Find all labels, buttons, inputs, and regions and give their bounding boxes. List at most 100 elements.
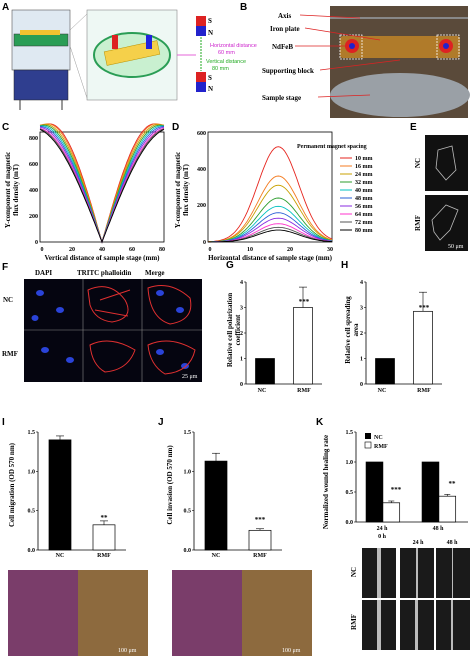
y-tick-label: 3 xyxy=(240,306,243,312)
panel-label-i: I xyxy=(2,417,5,428)
magnet-top-red xyxy=(196,16,206,26)
y-tick-label: 1 xyxy=(360,357,363,363)
d-legend-label: 16 mm xyxy=(355,164,373,170)
d-ytick: 400 xyxy=(197,167,206,173)
panel-label-a: A xyxy=(2,2,9,13)
magnet-s2-label: S xyxy=(208,74,212,82)
d-legend-label: 48 mm xyxy=(355,196,373,202)
d-xtick: 20 xyxy=(287,247,293,253)
k-time-0: 0 h xyxy=(378,534,387,540)
label-iron-plate: Iron plate xyxy=(270,25,300,33)
d-legend-label: 10 mm xyxy=(355,156,373,162)
k-legend-rmf: RMF xyxy=(374,444,388,450)
k-ylabel: Normalized wound healing rate xyxy=(322,435,330,529)
h-chart: 0 1 2 3 4 xyxy=(360,280,442,388)
e-scale: 50 μm xyxy=(448,244,464,250)
panel-e: E NC RMF 50 μm xyxy=(410,122,468,251)
c-ylabel-1: Y-component of magnetic xyxy=(4,152,12,228)
y-tick-label: 0.5 xyxy=(28,509,36,515)
panel-j: J Cell invasion (OD 570 nm) 0.0 0.5 1.0 1.5… xyxy=(158,417,312,656)
panel-i: I Cell migration (OD 570 nm) 0.0 0.5 1.0 1.… xyxy=(2,417,148,656)
y-tick-label: 0.5 xyxy=(346,490,354,496)
h-ylabel-1: Relative cell spreading xyxy=(344,296,352,364)
d-ylabel-2: flux density (mT) xyxy=(182,163,190,215)
bar xyxy=(255,358,275,385)
bar xyxy=(365,461,384,523)
y-tick-label: 0.5 xyxy=(184,509,192,515)
magnet-n2-label: N xyxy=(208,85,213,93)
d-legend-label: 72 mm xyxy=(355,220,373,226)
d-xtick: 10 xyxy=(247,247,253,253)
panel-label-e: E xyxy=(410,122,417,133)
y-tick-label: 2 xyxy=(360,331,363,337)
h-sig: *** xyxy=(419,304,430,312)
y-tick-label: 0.0 xyxy=(184,548,192,554)
inset-plate xyxy=(103,40,161,66)
g-sig: *** xyxy=(299,298,310,306)
h-cat-nc: NC xyxy=(378,388,387,394)
c-curves xyxy=(39,123,165,244)
y-tick-label: 2 xyxy=(240,331,243,337)
panel-f: F DAPI TRITC phalloidin Merge NC RMF 25 … xyxy=(2,262,202,382)
f-col-merge: Merge xyxy=(145,269,164,277)
c-ytick: 0 xyxy=(35,240,38,246)
device-plate xyxy=(20,30,60,35)
d-ytick: 600 xyxy=(197,131,206,137)
h-cat-rmf: RMF xyxy=(417,388,431,394)
i-cat-rmf: RMF xyxy=(97,553,111,559)
magnet-bottom-red xyxy=(196,72,206,82)
e-nc-image xyxy=(425,135,468,191)
y-tick-label: 1 xyxy=(240,357,243,363)
c-xlabel: Vertical distance of sample stage (mm) xyxy=(44,254,160,262)
j-image-rmf xyxy=(242,570,312,656)
c-xtick: 20 xyxy=(69,247,75,253)
d-ylabel-1: Y-component of magnetic xyxy=(174,152,182,228)
j-ylabel: Cell invasion (OD 570 nm) xyxy=(166,445,174,525)
y-tick-label: 1.5 xyxy=(28,430,36,436)
d-xtick: 0 xyxy=(209,247,212,253)
y-tick-label: 0 xyxy=(360,382,363,388)
panel-d: D Y-component of magnetic flux density (… xyxy=(172,122,373,262)
f-row-nc: NC xyxy=(3,296,13,304)
d-xtick: 30 xyxy=(327,247,333,253)
j-scale: 100 μm xyxy=(282,648,301,654)
d-series-line xyxy=(207,175,333,243)
panel-k: K Normalized wound healing rate 0.0 0.5 1.… xyxy=(316,417,470,650)
y-tick-label: 4 xyxy=(360,280,363,286)
y-tick-label: 1.0 xyxy=(28,469,36,475)
bar xyxy=(421,461,440,523)
k-row-nc: NC xyxy=(350,567,358,577)
c-xtick: 80 xyxy=(159,247,165,253)
device-base xyxy=(13,69,69,101)
label-supporting: Supporting block xyxy=(262,67,314,75)
k-chart: 0.0 0.5 1.0 1.5 xyxy=(346,430,468,526)
k-legend-nc-swatch xyxy=(365,433,371,439)
i-scale: 100 μm xyxy=(118,648,137,654)
bar xyxy=(438,495,457,523)
g-chart: 0 1 2 3 4 xyxy=(240,280,322,388)
panel-label-d: D xyxy=(172,122,179,133)
bar xyxy=(204,460,228,551)
h-ylabel-2: area xyxy=(352,323,360,337)
d-xlabel: Horizontal distance of sample stage (mm) xyxy=(208,254,333,262)
panel-label-c: C xyxy=(2,122,9,133)
j-cat-nc: NC xyxy=(212,553,221,559)
f-col-dapi: DAPI xyxy=(35,269,52,277)
k-sig2: ** xyxy=(449,480,457,488)
vertical-distance-value: 80 mm xyxy=(212,66,229,72)
f-scale: 25 μm xyxy=(182,374,198,380)
photo-labels: Axis Iron plate NdFeB Supporting block S… xyxy=(262,12,314,102)
j-sig: *** xyxy=(255,516,266,524)
y-tick-label: 0.0 xyxy=(346,520,354,526)
i-ylabel: Cell migration (OD 570 nm) xyxy=(8,442,16,527)
c-xtick: 40 xyxy=(99,247,105,253)
g-cat-rmf: RMF xyxy=(297,388,311,394)
magnet-s-label: S xyxy=(208,17,212,25)
panel-a: A S N S N Horizontal distance 60 mm Vert… xyxy=(2,2,257,110)
bar xyxy=(413,310,433,385)
d-curves xyxy=(207,146,333,243)
panel-g: G Relative cell polarization coefficient… xyxy=(226,260,322,394)
magnet-bottom-blue xyxy=(196,82,206,92)
